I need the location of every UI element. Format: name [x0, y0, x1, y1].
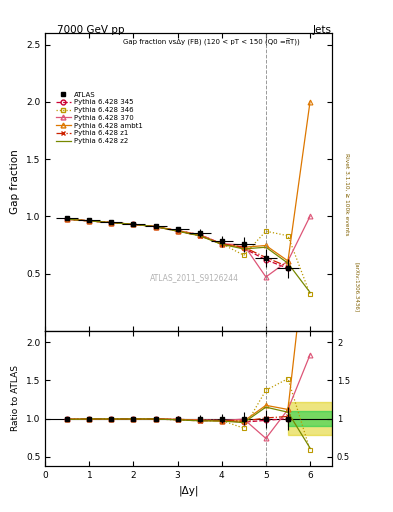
Text: ATLAS_2011_S9126244: ATLAS_2011_S9126244	[150, 273, 239, 282]
Bar	[288, 411, 332, 426]
Text: 7000 GeV pp: 7000 GeV pp	[57, 25, 125, 35]
Y-axis label: Gap fraction: Gap fraction	[10, 150, 20, 215]
Text: Gap fraction vsΔy (FB) (120 < pT < 150 (Q0 =π̅T)): Gap fraction vsΔy (FB) (120 < pT < 150 (…	[123, 39, 299, 47]
Bar	[288, 402, 332, 435]
Text: Jets: Jets	[312, 25, 331, 35]
Y-axis label: Ratio to ATLAS: Ratio to ATLAS	[11, 366, 20, 431]
X-axis label: |Δy|: |Δy|	[178, 485, 199, 496]
Text: [arXiv:1306.3436]: [arXiv:1306.3436]	[354, 262, 359, 312]
Legend: ATLAS, Pythia 6.428 345, Pythia 6.428 346, Pythia 6.428 370, Pythia 6.428 ambt1,: ATLAS, Pythia 6.428 345, Pythia 6.428 34…	[54, 90, 144, 145]
Text: Rivet 3.1.10, ≥ 100k events: Rivet 3.1.10, ≥ 100k events	[344, 153, 349, 236]
